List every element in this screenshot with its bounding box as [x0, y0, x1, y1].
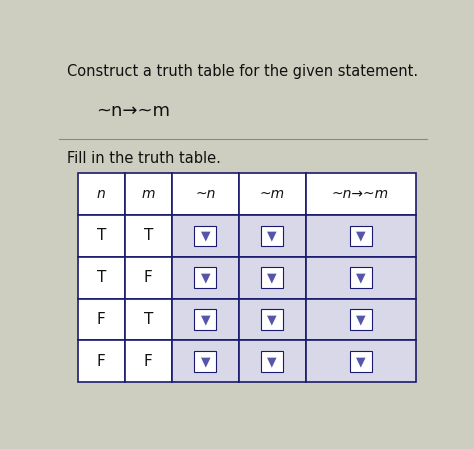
Bar	[125, 173, 172, 215]
Text: T: T	[97, 270, 106, 285]
Text: ▼: ▼	[356, 271, 365, 284]
Bar	[172, 173, 239, 215]
Bar	[239, 257, 306, 299]
Text: F: F	[144, 354, 153, 369]
Bar	[349, 225, 372, 247]
Text: ▼: ▼	[267, 271, 277, 284]
Bar	[261, 225, 283, 247]
Text: ▼: ▼	[201, 271, 210, 284]
Bar	[306, 173, 416, 215]
Bar	[125, 257, 172, 299]
Bar	[172, 215, 239, 257]
Bar	[194, 225, 216, 247]
Text: ▼: ▼	[201, 313, 210, 326]
Text: n: n	[97, 187, 106, 201]
Text: Construct a truth table for the given statement.: Construct a truth table for the given st…	[66, 64, 418, 79]
Bar	[125, 215, 172, 257]
Bar	[306, 299, 416, 340]
Bar	[78, 340, 125, 383]
Bar	[261, 267, 283, 288]
Text: T: T	[97, 229, 106, 243]
Bar	[239, 299, 306, 340]
Text: ~n→~m: ~n→~m	[332, 187, 389, 201]
Text: F: F	[97, 354, 106, 369]
Bar	[172, 299, 239, 340]
Text: Fill in the truth table.: Fill in the truth table.	[66, 151, 220, 166]
Bar	[349, 309, 372, 330]
Text: ~n: ~n	[195, 187, 216, 201]
Bar	[349, 351, 372, 372]
Bar	[194, 267, 216, 288]
Text: T: T	[144, 229, 153, 243]
Bar	[239, 215, 306, 257]
Bar	[306, 215, 416, 257]
Bar	[78, 215, 125, 257]
Bar	[78, 173, 125, 215]
Bar	[125, 340, 172, 383]
Bar	[194, 351, 216, 372]
Bar	[194, 309, 216, 330]
Bar	[261, 351, 283, 372]
Text: ~m: ~m	[260, 187, 285, 201]
Text: ▼: ▼	[356, 229, 365, 242]
Text: ▼: ▼	[201, 229, 210, 242]
Text: ▼: ▼	[267, 229, 277, 242]
Bar	[349, 267, 372, 288]
Bar	[306, 257, 416, 299]
Bar	[239, 340, 306, 383]
Text: ~n→~m: ~n→~m	[96, 102, 170, 120]
Text: F: F	[144, 270, 153, 285]
Text: ▼: ▼	[356, 355, 365, 368]
Text: m: m	[142, 187, 155, 201]
Text: F: F	[97, 312, 106, 327]
Bar	[78, 257, 125, 299]
Text: ▼: ▼	[267, 313, 277, 326]
Text: ▼: ▼	[267, 355, 277, 368]
Bar	[306, 340, 416, 383]
Text: T: T	[144, 312, 153, 327]
Text: ▼: ▼	[356, 313, 365, 326]
Bar	[261, 309, 283, 330]
Bar	[172, 340, 239, 383]
Bar	[172, 257, 239, 299]
Bar	[125, 299, 172, 340]
Bar	[78, 299, 125, 340]
Bar	[239, 173, 306, 215]
Text: ▼: ▼	[201, 355, 210, 368]
